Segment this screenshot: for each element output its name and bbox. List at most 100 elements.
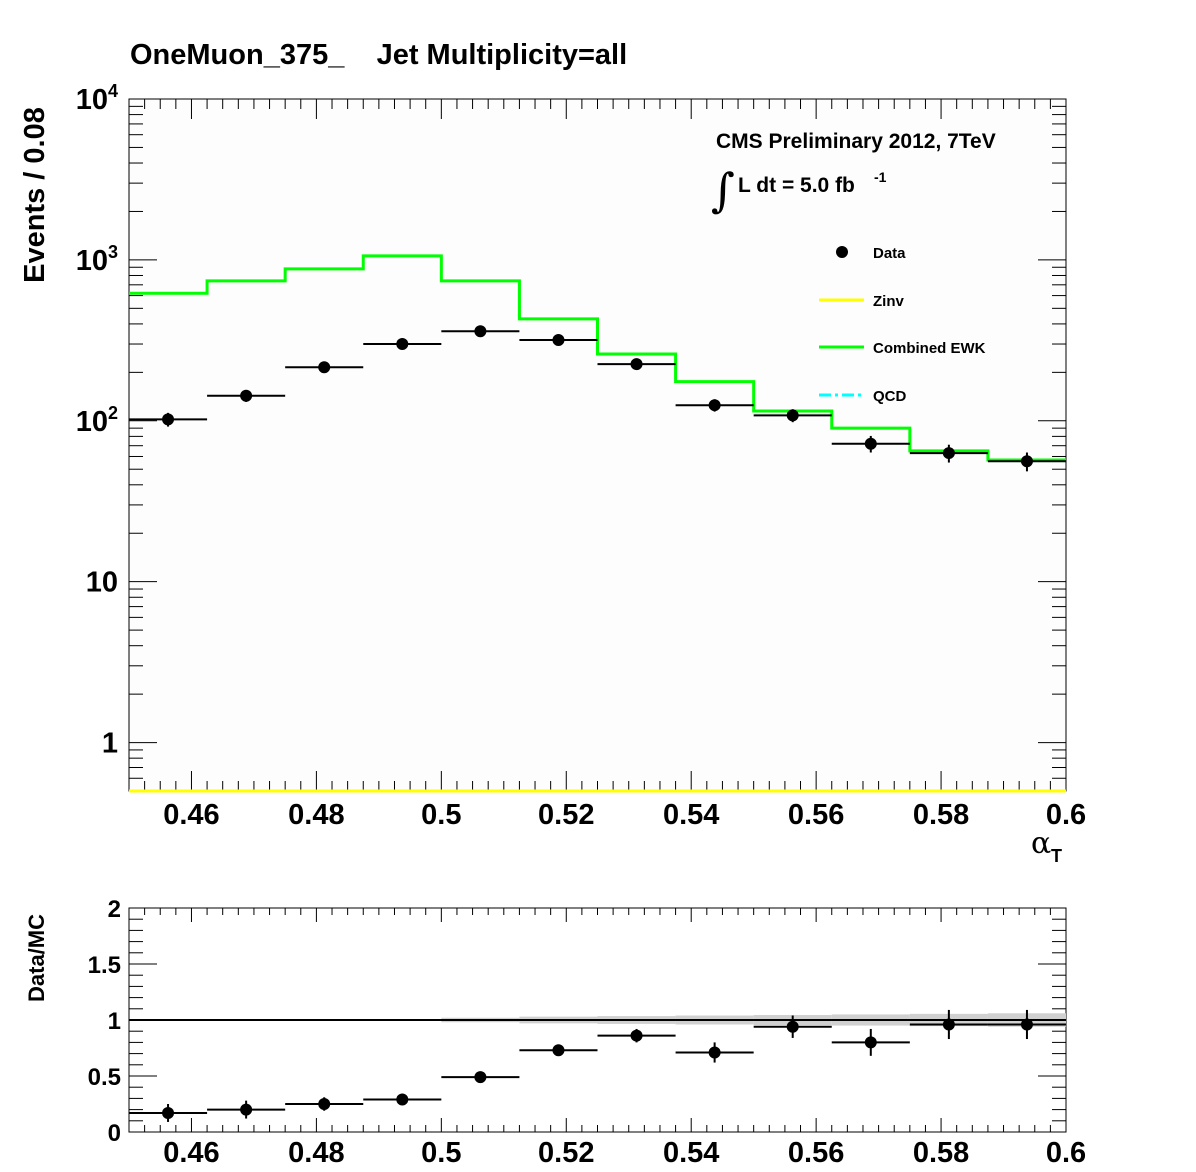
data-point [207, 389, 286, 402]
ratio-x-tick-label: 0.5 [421, 1137, 461, 1169]
main-y-tick-label: 104 [76, 81, 118, 116]
lumi-label: L dt = 5.0 fb [738, 174, 855, 197]
ratio-point-marker [396, 1093, 409, 1106]
hist-combined-ewk [129, 254, 1066, 462]
data-point-marker [162, 413, 175, 426]
data-point-marker [552, 333, 565, 346]
ratio-x-tick-label: 0.48 [288, 1137, 344, 1169]
data-point-marker [630, 358, 643, 371]
data-point-marker [786, 409, 799, 422]
data-point-marker [942, 447, 955, 460]
ratio-point [597, 1028, 676, 1043]
integral-icon: ∫ [711, 163, 735, 217]
ratio-point-marker [318, 1098, 331, 1110]
legend-data-marker [836, 246, 848, 258]
ratio-x-tick-label: 0.46 [163, 1137, 219, 1169]
chart-title: OneMuon_375_ Jet Multiplicity=all [130, 39, 627, 71]
main-y-axis-label: Events / 0.08 [19, 107, 51, 283]
main-x-tick-label: 0.56 [788, 799, 844, 831]
main-x-tick-labels: 0.46 0.48 0.5 0.52 0.54 0.56 0.58 0.6 [163, 799, 1086, 831]
main-frame [128, 98, 1067, 792]
y-tick-exponent: 3 [108, 242, 118, 262]
main-x-tick-label: 0.54 [663, 799, 719, 831]
main-histograms [129, 254, 1066, 793]
main-y-tick-label: 102 [76, 403, 118, 438]
data-point-marker [708, 399, 721, 412]
legend-data-label: Data [873, 245, 906, 262]
ratio-point [753, 1015, 832, 1038]
main-x-axis-label: α [1031, 826, 1051, 861]
data-point [363, 338, 442, 351]
y-tick-base: 10 [76, 406, 108, 438]
ratio-point [987, 1009, 1066, 1040]
ratio-point-marker [942, 1018, 955, 1031]
legend-qcd-label: QCD [873, 388, 907, 405]
ratio-data-points [129, 1009, 1066, 1122]
data-point [441, 325, 520, 338]
ratio-x-tick-label: 0.52 [538, 1137, 594, 1169]
data-point-marker [240, 389, 253, 402]
ratio-point [519, 1044, 598, 1057]
main-x-tick-label: 0.46 [163, 799, 219, 831]
data-point [831, 435, 910, 453]
y-tick-base: 10 [76, 84, 108, 116]
ratio-point [441, 1071, 520, 1084]
data-point [519, 333, 598, 346]
ratio-axis-ticks [128, 907, 1067, 1133]
ratio-x-tick-labels: 0.46 0.48 0.5 0.52 0.54 0.56 0.58 0.6 [163, 1137, 1086, 1169]
y-tick-exponent: 4 [108, 81, 118, 101]
ratio-point [909, 1009, 988, 1040]
legend-zinv-label: Zinv [873, 293, 904, 310]
ratio-point [831, 1028, 910, 1056]
main-data-points [129, 325, 1066, 472]
legend-ewk-label: Combined EWK [873, 340, 986, 357]
ratio-point-marker [552, 1044, 565, 1057]
data-point [129, 412, 208, 427]
ratio-point [285, 1097, 364, 1111]
main-x-tick-label: 0.52 [538, 799, 594, 831]
ratio-x-tick-label: 0.54 [663, 1137, 719, 1169]
legend: Data Zinv Combined EWK QCD [819, 245, 986, 405]
main-x-tick-label: 0.58 [913, 799, 969, 831]
main-x-tick-label: 0.48 [288, 799, 344, 831]
ratio-x-tick-label: 0.6 [1046, 1137, 1086, 1169]
main-axis-ticks [128, 99, 1067, 792]
ratio-y-tick-label: 0 [108, 1120, 121, 1147]
ratio-point [363, 1093, 442, 1106]
data-point [285, 361, 364, 374]
ratio-y-axis-label: Data/MC [24, 914, 49, 1002]
ratio-point [207, 1100, 286, 1119]
main-y-tick-label: 10 [86, 567, 118, 599]
data-point [597, 358, 676, 371]
data-point-marker [474, 325, 487, 338]
main-x-axis-label-subscript: T [1051, 846, 1062, 866]
data-point [753, 409, 832, 423]
main-x-tick-label: 0.5 [421, 799, 461, 831]
ratio-x-tick-label: 0.56 [788, 1137, 844, 1169]
data-point [909, 444, 988, 463]
ratio-y-tick-label: 0.5 [88, 1064, 121, 1091]
cms-label: CMS Preliminary 2012, 7TeV [716, 130, 996, 153]
y-tick-base: 10 [76, 245, 108, 277]
ratio-point-marker [1020, 1018, 1033, 1031]
data-point-marker [1020, 455, 1033, 468]
data-point-marker [864, 437, 877, 450]
ratio-point-marker [864, 1036, 877, 1049]
lumi-label-exponent: -1 [874, 169, 887, 185]
ratio-point-marker [786, 1020, 799, 1033]
ratio-y-tick-label: 1.5 [88, 952, 121, 979]
main-y-tick-label: 1 [102, 728, 118, 760]
ratio-point-marker [708, 1046, 721, 1059]
main-x-tick-label: 0.6 [1046, 799, 1086, 831]
ratio-y-tick-labels: 0 0.5 1 1.5 2 [88, 896, 121, 1147]
main-y-tick-label: 103 [76, 242, 118, 277]
ratio-point-marker [474, 1071, 487, 1084]
ratio-point [129, 1104, 208, 1122]
y-tick-base: 10 [86, 567, 118, 599]
ratio-y-tick-label: 1 [108, 1008, 121, 1035]
data-point-marker [318, 361, 331, 374]
ratio-point-marker [240, 1103, 253, 1116]
data-point [675, 399, 754, 412]
